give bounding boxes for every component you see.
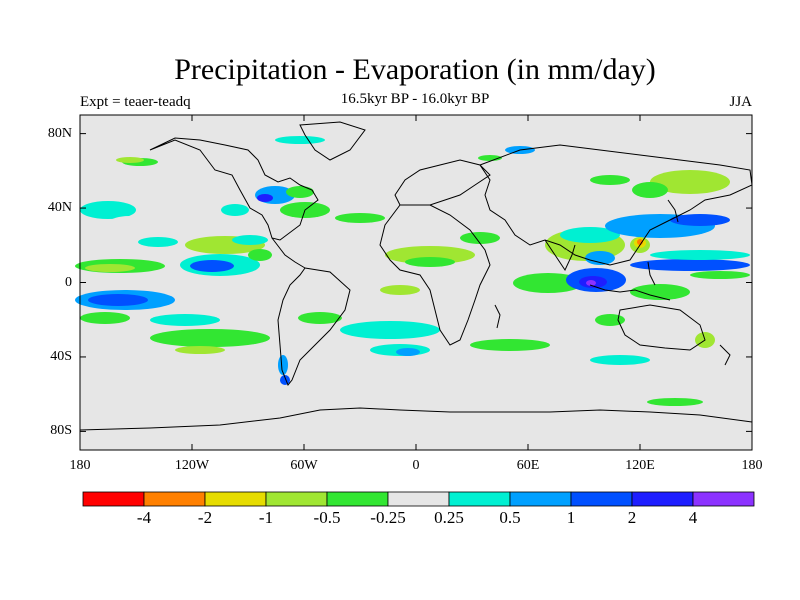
lon-tick-label: 60E — [516, 458, 540, 473]
anomaly-field — [75, 136, 750, 406]
anomaly-blob — [150, 329, 270, 347]
lat-tick-label: 80N — [47, 125, 72, 141]
anomaly-blob — [630, 259, 750, 271]
anomaly-blob — [275, 136, 325, 144]
anomaly-blob — [560, 227, 620, 243]
anomaly-blob — [586, 280, 596, 286]
lon-tick-label: 120E — [625, 458, 655, 473]
anomaly-blob — [590, 175, 630, 185]
colorbar-level-label: 0.5 — [499, 508, 521, 527]
coastline-new-zealand — [719, 344, 731, 366]
anomaly-blob — [298, 312, 342, 324]
colorbar-level-label: -4 — [136, 508, 152, 527]
anomaly-blob — [232, 235, 268, 245]
coastline-south-america — [277, 267, 351, 386]
lon-tick-label: 180 — [69, 458, 91, 473]
map-background — [80, 115, 752, 450]
coastline-indonesia — [589, 284, 671, 301]
colorbar-swatch — [570, 491, 633, 507]
season-label: JJA — [729, 94, 752, 110]
anomaly-blob — [110, 216, 150, 228]
coastline-greenland — [299, 121, 366, 161]
coastline-india — [544, 239, 576, 272]
anomaly-blob — [257, 194, 273, 202]
anomaly-blob — [138, 237, 178, 247]
anomaly-blob — [396, 348, 420, 356]
anomaly-blob — [335, 213, 385, 223]
colorbar-swatch — [387, 491, 450, 507]
colorbar-swatch — [631, 491, 694, 507]
chart-subtitle: 16.5kyr BP - 16.0kyr BP — [340, 91, 490, 107]
anomaly-blob — [460, 232, 500, 244]
anomaly-blob — [340, 321, 440, 339]
colorbar-level-label: 4 — [688, 508, 698, 527]
chart-title: Precipitation - Evaporation (in mm/day) — [174, 53, 656, 86]
lon-tick-label: 180 — [741, 458, 763, 473]
colorbar-level-label: 1 — [566, 508, 576, 527]
anomaly-blob — [513, 273, 583, 293]
lon-tick-label: 120W — [174, 458, 210, 473]
coastline-north-america — [149, 137, 319, 241]
anomaly-blob — [595, 314, 625, 326]
anomaly-blob — [85, 264, 135, 272]
anomaly-blob — [286, 186, 314, 198]
anomaly-blob — [630, 284, 690, 300]
anomaly-blob — [80, 201, 136, 219]
coastline-antarctica — [79, 407, 753, 431]
anomaly-blob — [590, 355, 650, 365]
anomaly-blob — [221, 204, 249, 216]
lat-tick-label: 80S — [50, 423, 72, 439]
anomaly-blob — [88, 294, 148, 306]
anomaly-blob — [470, 339, 550, 351]
anomaly-blob — [80, 312, 130, 324]
colorbar-level-label: 0.25 — [434, 508, 464, 527]
anomaly-blob — [647, 398, 703, 406]
anomaly-blob — [248, 249, 272, 261]
colorbar-level-label: -0.5 — [313, 508, 341, 527]
colorbar-swatch — [692, 491, 755, 507]
anomaly-blob — [116, 157, 144, 163]
anomaly-blob — [585, 251, 615, 265]
anomaly-blob — [650, 170, 730, 194]
anomaly-blob — [690, 271, 750, 279]
anomaly-blob — [405, 257, 455, 267]
lon-tick-label: 0 — [412, 458, 420, 473]
anomaly-blob — [175, 346, 225, 354]
colorbar-swatch — [143, 491, 206, 507]
anomaly-blob — [190, 260, 234, 272]
colorbar-swatch — [82, 491, 145, 507]
coastline-asia — [479, 144, 753, 266]
lat-tick-label: 40N — [47, 200, 72, 216]
colorbar-level-label: -2 — [197, 508, 213, 527]
coastline-japan — [667, 199, 679, 223]
colorbar-swatch — [509, 491, 572, 507]
coastline-australia — [617, 304, 706, 351]
anomaly-blob — [380, 285, 420, 295]
anomaly-blob — [150, 314, 220, 326]
lat-tick-label: 0 — [65, 274, 72, 290]
colorbar-swatch — [448, 491, 511, 507]
colorbar — [82, 491, 755, 507]
coastlines — [79, 121, 753, 431]
colorbar-swatch — [326, 491, 389, 507]
coastline-central-america — [271, 237, 306, 269]
anomaly-blob — [385, 246, 475, 264]
lat-tick-label: 40S — [50, 348, 72, 364]
colorbar-level-label: -0.25 — [370, 508, 406, 527]
anomaly-blob — [650, 250, 750, 260]
anomaly-blob — [632, 182, 668, 198]
colorbar-swatch — [204, 491, 267, 507]
coastline-africa — [379, 204, 491, 346]
lon-tick-label: 60W — [290, 458, 318, 473]
colorbar-level-label: -1 — [258, 508, 274, 527]
anomaly-blob — [670, 214, 730, 226]
colorbar-level-label: 2 — [627, 508, 637, 527]
anomaly-blob — [278, 355, 288, 375]
axis-ticks — [79, 115, 753, 450]
experiment-label: Expt = teaer-teadq — [80, 94, 191, 110]
colorbar-swatch — [265, 491, 328, 507]
coastline-philippines — [647, 261, 656, 286]
coastline-madagascar — [494, 304, 501, 329]
